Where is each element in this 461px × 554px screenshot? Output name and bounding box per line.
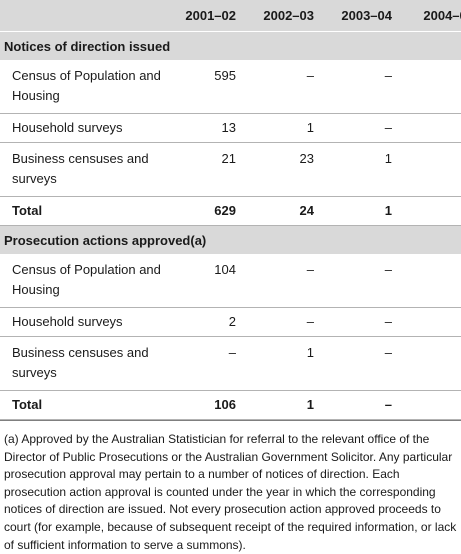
cell-value: 1 — [322, 142, 400, 197]
column-header: 2004–05 — [400, 0, 461, 32]
cell-value: – — [400, 60, 461, 114]
cell-value: – — [244, 254, 322, 308]
column-header: 2002–03 — [244, 0, 322, 32]
table-row: Household surveys 2 – – – — [0, 307, 461, 337]
table-row: Household surveys 13 1 – 1 — [0, 113, 461, 143]
cell-value: – — [244, 307, 322, 337]
table-row: Business censuses and surveys – 1 – – — [0, 336, 461, 391]
cell-value: – — [170, 336, 244, 391]
cell-value: 23 — [244, 142, 322, 197]
cell-value: 1 — [244, 113, 322, 143]
total-value: 629 — [170, 196, 244, 226]
column-header: 2003–04 — [322, 0, 400, 32]
table-row: Census of Population and Housing 595 – –… — [0, 60, 461, 114]
header-row: 2001–02 2002–03 2003–04 2004–05 — [0, 0, 461, 32]
total-value: – — [322, 390, 400, 420]
total-value: 1 — [322, 196, 400, 226]
cell-value: – — [322, 254, 400, 308]
cell-value: – — [400, 307, 461, 337]
total-value: 106 — [170, 390, 244, 420]
section-header-row: Prosecution actions approved(a) — [0, 225, 461, 254]
cell-value: – — [400, 254, 461, 308]
cell-value: 13 — [170, 113, 244, 143]
cell-value: 1 — [400, 113, 461, 143]
column-header: 2001–02 — [170, 0, 244, 32]
section-header-row: Notices of direction issued — [0, 31, 461, 60]
cell-value: 595 — [170, 60, 244, 114]
section-title: Prosecution actions approved(a) — [0, 225, 461, 254]
total-row: Total 629 24 1 1 — [0, 196, 461, 226]
total-value: 1 — [244, 390, 322, 420]
total-label: Total — [0, 196, 170, 226]
section-title: Notices of direction issued — [0, 31, 461, 60]
row-label: Business censuses and surveys — [0, 142, 170, 197]
table-footnote: (a) Approved by the Australian Statistic… — [0, 420, 461, 554]
cell-value: – — [400, 336, 461, 391]
cell-value: – — [244, 60, 322, 114]
table-row: Business censuses and surveys 21 23 1 – — [0, 142, 461, 197]
cell-value: – — [322, 60, 400, 114]
cell-value: 104 — [170, 254, 244, 308]
cell-value: – — [322, 336, 400, 391]
row-label: Household surveys — [0, 113, 170, 143]
total-value: – — [400, 390, 461, 420]
total-row: Total 106 1 – – — [0, 390, 461, 420]
cell-value: – — [400, 142, 461, 197]
total-label: Total — [0, 390, 170, 420]
row-label: Household surveys — [0, 307, 170, 337]
row-label: Census of Population and Housing — [0, 254, 170, 308]
table-row: Census of Population and Housing 104 – –… — [0, 254, 461, 308]
row-label: Business censuses and surveys — [0, 336, 170, 391]
cell-value: 2 — [170, 307, 244, 337]
cell-value: 21 — [170, 142, 244, 197]
header-blank-cell — [0, 0, 170, 32]
cell-value: 1 — [244, 336, 322, 391]
notices-prosecutions-table: 2001–02 2002–03 2003–04 2004–05 Notices … — [0, 0, 461, 420]
cell-value: – — [322, 113, 400, 143]
total-value: 24 — [244, 196, 322, 226]
row-label: Census of Population and Housing — [0, 60, 170, 114]
total-value: 1 — [400, 196, 461, 226]
cell-value: – — [322, 307, 400, 337]
